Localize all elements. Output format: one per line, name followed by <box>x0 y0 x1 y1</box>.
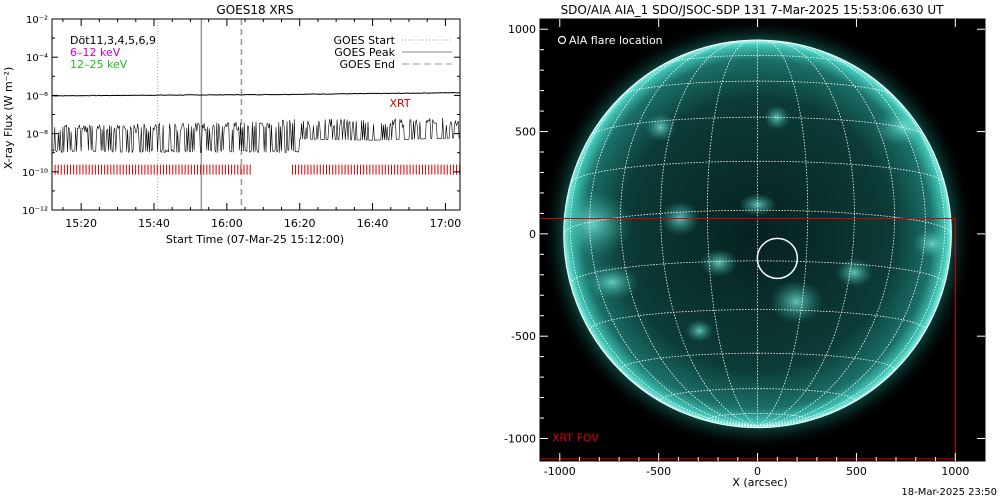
aia-image-panel: SDO/AIA AIA_1 SDO/JSOC-SDP 131 7-Mar-202… <box>504 3 986 489</box>
goes-y-tick-label: 10⁻⁶ <box>26 91 48 102</box>
goes-x-tick-label: 15:40 <box>138 217 170 230</box>
goes-chart-title: GOES18 XRS <box>216 3 293 17</box>
aia-axes: -1000 -500 0 500 1000 -1000 -500 0 500 1000 <box>504 18 986 478</box>
goes-y-axis-label: X-ray Flux (W m⁻²) <box>2 67 15 169</box>
aia-longitude-line <box>757 59 946 427</box>
goes-info-line: Döt11,3,4,5,6,9 <box>70 34 156 47</box>
aia-plot-frame <box>539 18 986 462</box>
aia-y-tick-label: 0 <box>529 228 536 241</box>
goes-x-tick-label: 17:00 <box>430 217 462 230</box>
goes-legend-label: GOES End <box>339 58 395 71</box>
aia-longitude-line <box>589 44 758 427</box>
aia-legend-label: AIA flare location <box>569 34 663 47</box>
aia-bright-region <box>645 112 677 142</box>
footer-timestamp: 18-Mar-2025 23:50 <box>901 487 997 498</box>
aia-longitude-line <box>757 41 896 427</box>
goes-x-tick-label: 16:40 <box>357 217 389 230</box>
goes-x-tick-label: 16:00 <box>211 217 243 230</box>
goes-x-tick-label: 15:20 <box>65 217 97 230</box>
goes-y-tick-label: 10⁻² <box>26 15 48 26</box>
goes-axes: 10⁻¹² 10⁻¹⁰ 10⁻⁸ 10⁻⁶ 10⁻⁴ 10⁻² 15:20 15:40 16:0… <box>22 15 461 230</box>
goes-legend-label: GOES Peak <box>334 46 395 59</box>
goes-y-tick-label: 10⁻⁸ <box>26 130 48 141</box>
aia-longitude-line <box>660 40 758 427</box>
aia-x-tick-label: 1000 <box>941 465 969 478</box>
goes-legend-label: GOES Start <box>334 34 396 47</box>
goes-series-low-line <box>51 117 461 154</box>
aia-longitude-line <box>706 40 758 427</box>
aia-limb-outline <box>563 39 952 429</box>
aia-x-tick-label: 500 <box>846 465 867 478</box>
aia-bright-region <box>699 248 738 278</box>
goes-info-line: 6–12 keV <box>70 46 121 59</box>
aia-x-axis-label: X (arcsec) <box>732 476 787 489</box>
aia-latitude-line <box>569 260 946 284</box>
aia-longitude-line <box>757 44 926 427</box>
aia-bright-region <box>584 264 640 300</box>
aia-xrt-fov-label: XRT FOV <box>552 431 599 444</box>
aia-longitude-line <box>757 40 809 427</box>
goes-xrs-panel: GOES18 XRS 10⁻¹² 10⁻¹⁰ 10⁻⁸ 10⁻⁶ 10⁻⁴ 10⁻² 15:… <box>2 3 461 246</box>
aia-longitude-line <box>757 40 855 427</box>
aia-bright-region <box>912 228 952 259</box>
aia-x-tick-label: -500 <box>646 465 671 478</box>
aia-chart-title: SDO/AIA AIA_1 SDO/JSOC-SDP 131 7-Mar-202… <box>561 3 945 17</box>
aia-bright-region <box>769 279 824 324</box>
goes-xrt-label: XRT <box>389 97 410 110</box>
aia-bright-region <box>685 319 714 343</box>
aia-bright-region <box>563 190 634 258</box>
aia-longitude-line <box>569 59 758 427</box>
aia-longitude-line <box>620 41 758 427</box>
goes-series-high-line <box>52 91 461 97</box>
aia-x-tick-label: 0 <box>754 465 761 478</box>
goes-xrt-coverage <box>51 164 461 175</box>
aia-latitude-line <box>589 309 926 331</box>
aia-bright-region <box>764 105 790 130</box>
aia-y-tick-label: -1000 <box>504 432 536 445</box>
goes-y-tick-label: 10⁻⁴ <box>26 53 48 64</box>
aia-x-tick-label: -1000 <box>544 465 576 478</box>
goes-x-axis-label: Start Time (07-Mar-25 15:12:00) <box>166 233 344 246</box>
goes-info-line: 12–25 keV <box>70 58 128 71</box>
goes-x-tick-label: 16:20 <box>284 217 316 230</box>
aia-y-tick-label: -500 <box>511 330 536 343</box>
aia-plot-area: XRT FOV AIA flare location <box>539 16 985 461</box>
aia-y-tick-label: 500 <box>515 126 536 139</box>
aia-active-regions <box>563 105 952 343</box>
goes-y-tick-label: 10⁻¹² <box>22 206 48 217</box>
aia-y-tick-label: 1000 <box>508 23 536 36</box>
aia-bright-region <box>835 258 874 288</box>
goes-y-tick-label: 10⁻¹⁰ <box>22 168 48 179</box>
aia-latitude-line <box>663 54 852 65</box>
aia-legend-symbol <box>557 35 567 45</box>
aia-flare-location-circle <box>756 237 799 280</box>
